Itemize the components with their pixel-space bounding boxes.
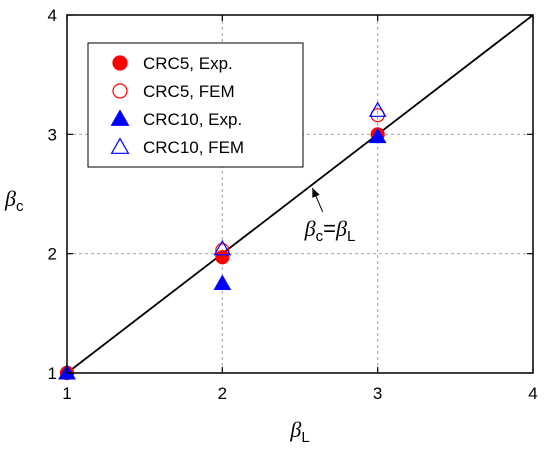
data-point: [213, 274, 232, 290]
data-point: [215, 250, 230, 265]
y-axis-label: βc: [4, 186, 24, 215]
annotation-beta-equality: βc=βL: [304, 187, 356, 245]
x-axis-label: βL: [289, 417, 309, 446]
legend-label: CRC5, FEM: [143, 82, 235, 101]
legend-marker: [110, 137, 130, 154]
y-tick-label: 1: [48, 364, 57, 383]
legend-label: CRC10, FEM: [143, 138, 244, 157]
annotation-arrowhead: [312, 188, 320, 198]
legend: CRC5, Exp. CRC5, FEM CRC10, Exp. CRC10, FEM: [87, 42, 304, 168]
data-point: [58, 363, 76, 380]
data-point: [215, 242, 230, 258]
y-tick-label: 4: [48, 6, 57, 25]
x-tick-label: 2: [218, 384, 227, 403]
legend-label: CRC10, Exp.: [143, 110, 242, 129]
annotation-text: βc=βL: [304, 216, 356, 245]
axis-ticks: 1 2 3 4 1 2 3 4: [48, 6, 538, 403]
data-points: [58, 101, 387, 381]
data-point: [368, 127, 387, 144]
x-tick-label: 3: [373, 384, 382, 403]
x-tick-label: 4: [528, 384, 537, 403]
y-tick-label: 3: [48, 125, 57, 144]
y-tick-label: 2: [48, 245, 57, 264]
data-point: [368, 101, 387, 117]
data-point: [213, 239, 232, 256]
legend-marker: [112, 55, 128, 71]
legend-marker: [110, 109, 130, 126]
legend-label: CRC5, Exp.: [143, 54, 233, 73]
reference-line-layer: [66, 14, 534, 374]
plot-frame: [66, 14, 534, 374]
reference-line: [66, 14, 534, 374]
legend-marker: [112, 83, 128, 99]
x-tick-label: 1: [62, 384, 71, 403]
